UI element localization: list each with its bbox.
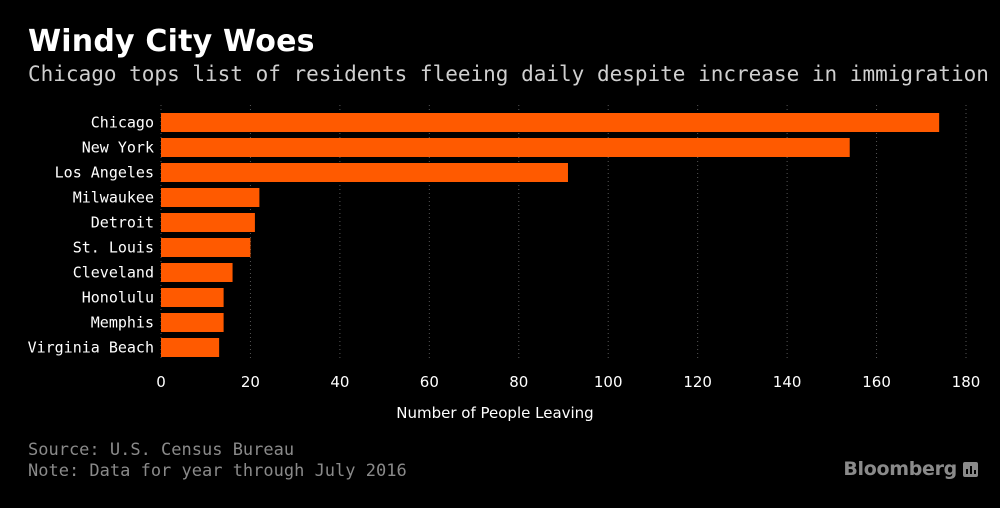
bar (161, 338, 220, 357)
category-label: Chicago (91, 114, 154, 132)
category-label: St. Louis (73, 239, 154, 257)
category-label: Honolulu (82, 289, 154, 307)
bar (161, 313, 224, 332)
x-tick-label: 100 (594, 373, 623, 391)
bar (161, 113, 940, 132)
x-tick-label: 60 (420, 373, 439, 391)
chart-bars-icon (963, 461, 978, 477)
brand-logo: Bloomberg (843, 458, 978, 480)
bar (161, 138, 850, 157)
bar (161, 288, 224, 307)
x-tick-label: 120 (683, 373, 712, 391)
bar (161, 213, 255, 232)
category-label: Detroit (91, 214, 154, 232)
category-label: Milwaukee (73, 189, 154, 207)
category-label: Cleveland (73, 264, 154, 282)
source-note: Source: U.S. Census Bureau (28, 440, 295, 460)
chart-subtitle: Chicago tops list of residents fleeing d… (28, 62, 989, 86)
category-label: Memphis (91, 314, 154, 332)
bar (161, 163, 568, 182)
bar (161, 238, 251, 257)
x-axis-label: Number of People Leaving (396, 404, 593, 422)
category-label: Los Angeles (55, 164, 154, 182)
x-tick-label: 80 (509, 373, 528, 391)
category-label: Virginia Beach (28, 339, 154, 357)
chart-title: Windy City Woes (28, 24, 315, 59)
bar (161, 263, 233, 282)
x-tick-label: 140 (773, 373, 802, 391)
x-tick-label: 40 (330, 373, 349, 391)
x-tick-label: 160 (862, 373, 891, 391)
category-label: New York (82, 139, 154, 157)
x-tick-label: 0 (156, 373, 166, 391)
data-note: Note: Data for year through July 2016 (28, 461, 407, 481)
bar (161, 188, 260, 207)
x-tick-label: 180 (952, 373, 981, 391)
brand-name: Bloomberg (843, 458, 957, 480)
bar-chart: 0 20 40 60 80 100 120 140 160 180 Chicago New York L… (28, 105, 981, 422)
x-tick-label: 20 (241, 373, 260, 391)
